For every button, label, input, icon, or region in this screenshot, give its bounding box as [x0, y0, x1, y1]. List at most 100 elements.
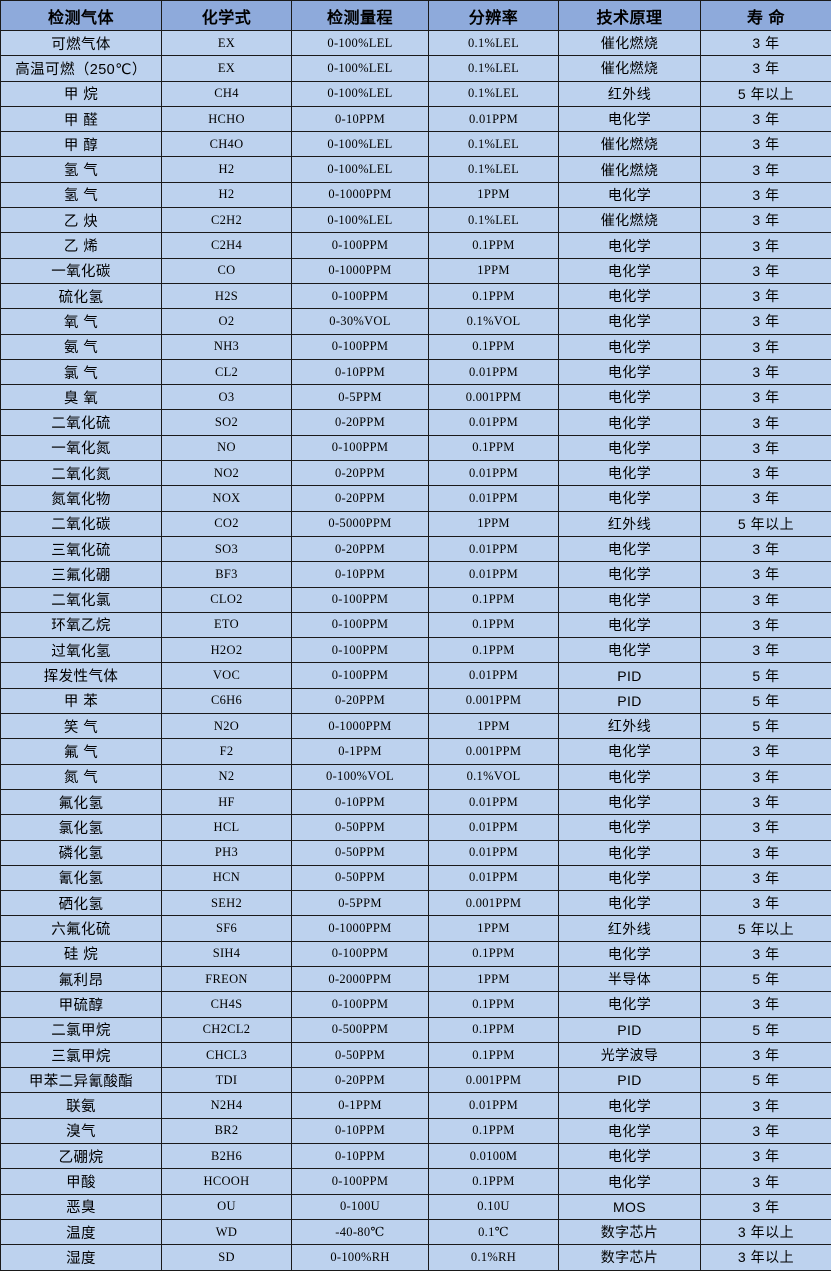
- cell-res: 0.1PPM: [429, 233, 559, 258]
- cell-name: 三氟化硼: [1, 562, 162, 587]
- cell-name: 氟化氢: [1, 789, 162, 814]
- cell-life: 3 年: [701, 840, 831, 865]
- cell-formula: HCN: [162, 865, 292, 890]
- cell-tech: 电化学: [559, 612, 701, 637]
- cell-name: 高温可燃（250℃）: [1, 56, 162, 81]
- cell-range: 0-100PPM: [292, 612, 429, 637]
- header-row: 检测气体化学式检测量程分辨率技术原理寿 命: [1, 1, 831, 31]
- cell-name: 联氨: [1, 1093, 162, 1118]
- column-header-range: 检测量程: [292, 1, 429, 31]
- cell-life: 5 年: [701, 1017, 831, 1042]
- cell-res: 0.001PPM: [429, 385, 559, 410]
- cell-name: 一氧化碳: [1, 258, 162, 283]
- cell-res: 0.10U: [429, 1194, 559, 1219]
- cell-formula: HCHO: [162, 106, 292, 131]
- cell-range: 0-20PPM: [292, 536, 429, 561]
- cell-formula: SD: [162, 1245, 292, 1270]
- cell-formula: C2H4: [162, 233, 292, 258]
- cell-name: 甲 烷: [1, 81, 162, 106]
- cell-tech: 红外线: [559, 511, 701, 536]
- column-header-name: 检测气体: [1, 1, 162, 31]
- cell-tech: 光学波导: [559, 1042, 701, 1067]
- cell-range: -40-80℃: [292, 1219, 429, 1244]
- cell-formula: WD: [162, 1219, 292, 1244]
- cell-range: 0-100%LEL: [292, 208, 429, 233]
- cell-tech: 电化学: [559, 587, 701, 612]
- cell-formula: H2: [162, 182, 292, 207]
- cell-formula: SO3: [162, 536, 292, 561]
- cell-name: 氢 气: [1, 182, 162, 207]
- cell-name: 过氧化氢: [1, 638, 162, 663]
- cell-tech: 电化学: [559, 486, 701, 511]
- cell-tech: PID: [559, 688, 701, 713]
- cell-formula: CH2CL2: [162, 1017, 292, 1042]
- cell-range: 0-100%VOL: [292, 764, 429, 789]
- cell-life: 5 年: [701, 966, 831, 991]
- cell-life: 5 年: [701, 688, 831, 713]
- cell-life: 3 年: [701, 891, 831, 916]
- cell-range: 0-5PPM: [292, 891, 429, 916]
- column-header-res: 分辨率: [429, 1, 559, 31]
- cell-life: 3 年: [701, 385, 831, 410]
- cell-name: 氮氧化物: [1, 486, 162, 511]
- cell-formula: VOC: [162, 663, 292, 688]
- cell-life: 3 年: [701, 1194, 831, 1219]
- cell-range: 0-10PPM: [292, 789, 429, 814]
- cell-tech: PID: [559, 663, 701, 688]
- cell-name: 硒化氢: [1, 891, 162, 916]
- cell-res: 0.1%LEL: [429, 81, 559, 106]
- cell-range: 0-500PPM: [292, 1017, 429, 1042]
- cell-life: 3 年: [701, 1118, 831, 1143]
- column-header-tech: 技术原理: [559, 1, 701, 31]
- cell-life: 3 年: [701, 587, 831, 612]
- cell-name: 一氧化氮: [1, 435, 162, 460]
- cell-res: 0.01PPM: [429, 562, 559, 587]
- cell-res: 0.01PPM: [429, 663, 559, 688]
- cell-name: 氢 气: [1, 157, 162, 182]
- cell-life: 3 年以上: [701, 1245, 831, 1270]
- cell-tech: 催化燃烧: [559, 31, 701, 56]
- cell-res: 0.1PPM: [429, 638, 559, 663]
- cell-formula: NO: [162, 435, 292, 460]
- cell-tech: 电化学: [559, 1118, 701, 1143]
- cell-formula: FREON: [162, 966, 292, 991]
- cell-range: 0-10PPM: [292, 106, 429, 131]
- cell-tech: 电化学: [559, 815, 701, 840]
- cell-tech: 电化学: [559, 992, 701, 1017]
- cell-res: 0.01PPM: [429, 1093, 559, 1118]
- cell-formula: PH3: [162, 840, 292, 865]
- cell-life: 3 年: [701, 789, 831, 814]
- cell-res: 1PPM: [429, 966, 559, 991]
- cell-formula: SF6: [162, 916, 292, 941]
- cell-life: 3 年: [701, 612, 831, 637]
- cell-name: 温度: [1, 1219, 162, 1244]
- cell-formula: SEH2: [162, 891, 292, 916]
- cell-name: 乙 炔: [1, 208, 162, 233]
- cell-range: 0-1000PPM: [292, 258, 429, 283]
- cell-range: 0-100%LEL: [292, 31, 429, 56]
- cell-formula: SIH4: [162, 941, 292, 966]
- cell-res: 0.1%LEL: [429, 208, 559, 233]
- cell-range: 0-1000PPM: [292, 714, 429, 739]
- cell-res: 0.001PPM: [429, 891, 559, 916]
- cell-range: 0-2000PPM: [292, 966, 429, 991]
- cell-tech: 电化学: [559, 865, 701, 890]
- cell-formula: C2H2: [162, 208, 292, 233]
